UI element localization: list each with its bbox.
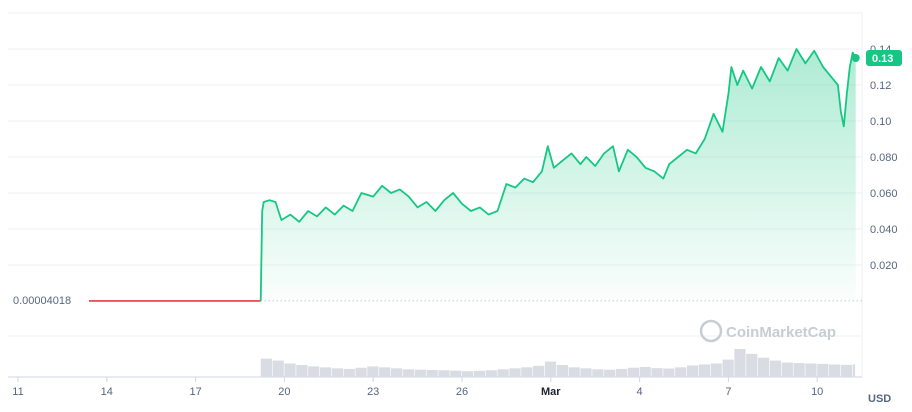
volume-bar [639,366,651,377]
x-axis-ticks: 11 14 17 20 23 26 Mar 4 7 10 [12,377,823,398]
volume-bar [817,363,829,377]
x-tick-label: 11 [12,386,23,398]
x-tick-label: Mar [541,386,561,398]
volume-bar [296,365,308,377]
volume-bar [734,349,746,377]
volume-bar [367,366,379,377]
volume-bar [308,366,320,377]
volume-bar [746,353,758,377]
volume-bar [402,369,415,377]
volume-bar [604,369,616,377]
volume-bar [355,367,367,377]
volume-bar [829,364,841,377]
y-tick-label: 0.020 [870,260,898,272]
volume-bar [615,368,628,377]
volume-bar [533,365,545,377]
volume-bar [438,370,450,377]
volume-bar [331,368,343,377]
y-tick-label: 0.040 [870,224,898,236]
volume-bar [580,368,592,377]
volume-bar [509,368,521,377]
volume-bar [769,360,782,377]
price-area-fill [260,49,856,301]
volume-bar [722,359,734,377]
volume-bar [426,370,438,377]
x-tick-label: 17 [189,386,201,398]
volume-bar [462,371,474,377]
current-price-value: 0.13 [872,53,893,65]
volume-bar [272,360,284,377]
x-tick-label: 7 [725,386,731,398]
volume-bar [627,367,639,377]
volume-bar [781,362,793,377]
volume-bar [710,363,722,377]
price-line [89,48,857,302]
volume-bar [414,369,426,377]
watermark-text: CoinMarketCap [726,324,836,341]
volume-bar [544,361,557,377]
x-tick-label: 14 [101,386,113,398]
volume-bar [343,368,355,377]
current-price-badge-bg [866,50,902,66]
watermark: CoinMarketCap [699,319,836,343]
x-tick-label: 10 [811,386,823,398]
volume-bar [651,368,663,377]
volume-bar [284,363,296,377]
volume-bar [698,364,711,377]
x-tick-label: 20 [278,386,290,398]
price-area [260,49,856,301]
volume-bar [379,367,391,377]
volume-bar [805,363,817,377]
x-tick-label: 23 [367,386,379,398]
volume-bar [793,363,805,377]
current-price-marker [851,54,860,62]
volume-bar [497,369,509,377]
current-price-badge: 0.13 [866,50,902,66]
coinmarketcap-logo-icon [699,319,723,343]
volume-bars [260,349,856,377]
y-tick-label: 0.080 [870,152,898,164]
y-tick-label: 0.10 [870,116,891,128]
price-line-up [259,48,857,301]
volume-bar [686,365,699,377]
y-tick-label: 0.12 [870,80,891,92]
volume-bar [568,367,580,377]
volume-bar [758,357,770,377]
open-price-label: 0.00004018 [13,295,71,307]
volume-bar [521,367,533,377]
volume-bar [556,365,568,377]
volume-bar [260,358,272,377]
volume-bar [390,368,403,377]
volume-bar [450,370,462,377]
volume-bar [840,364,853,377]
y-tick-label: 0.060 [870,188,898,200]
x-tick-label: 4 [637,386,643,398]
volume-bar [485,370,497,377]
volume-bar [319,367,332,377]
currency-unit: USD [868,393,891,405]
volume-bar [473,370,486,377]
volume-bar [852,364,856,377]
volume-bar [592,369,604,377]
volume-bar [675,367,687,377]
volume-bar [663,368,675,377]
x-tick-label: 26 [456,386,468,398]
